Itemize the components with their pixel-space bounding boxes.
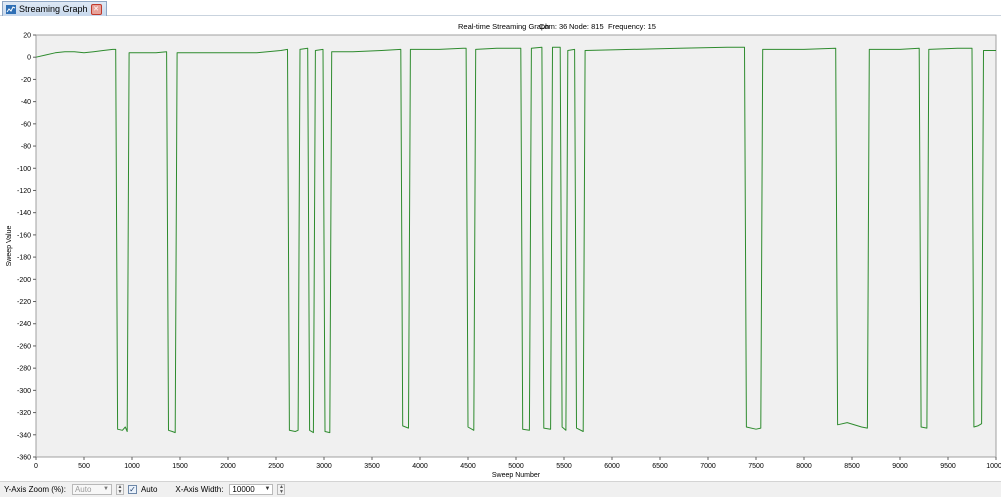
y-tick-label: -120 — [17, 188, 31, 195]
spin-down-icon: ▼ — [278, 488, 284, 495]
x-tick-label: 0 — [34, 463, 38, 470]
y-tick-label: -200 — [17, 277, 31, 284]
node-label: Node: 815 — [569, 22, 604, 31]
line-graph-icon — [6, 4, 16, 14]
y-tick-label: -220 — [17, 299, 31, 306]
y-tick-label: -160 — [17, 232, 31, 239]
y-tick-label: -100 — [17, 166, 31, 173]
series-layer — [35, 46, 996, 434]
x-tick-label: 10000 — [986, 463, 1001, 470]
x-axis-label: Sweep Number — [492, 472, 541, 479]
tab-title: Streaming Graph — [19, 4, 88, 14]
y-tick-label: -20 — [21, 77, 31, 84]
x-tick-label: 2000 — [220, 463, 236, 470]
x-axis-width-select[interactable]: 10000 ▼ — [229, 484, 274, 495]
x-tick-label: 5500 — [556, 463, 572, 470]
zoom-label: Y-Axis Zoom (%): — [4, 485, 66, 494]
y-tick-label: -180 — [17, 255, 31, 262]
frequency-label: Frequency: 15 — [608, 22, 656, 31]
y-tick-label: -80 — [21, 144, 31, 151]
chevron-down-icon: ▼ — [264, 486, 271, 492]
zoom-value: Auto — [74, 485, 92, 494]
com-label: Com: 36 — [539, 22, 567, 31]
auto-label: Auto — [140, 485, 158, 494]
x-axis: 0 500 1000 1500 2000 2500 3000 3500 4000 4500 5000… — [34, 457, 1001, 470]
x-tick-label: 7000 — [700, 463, 716, 470]
y-tick-label: -320 — [17, 410, 31, 417]
y-tick-label: -60 — [21, 121, 31, 128]
width-spinner[interactable]: ▲ ▼ — [277, 483, 286, 495]
x-tick-label: 4500 — [460, 463, 476, 470]
plot-area — [35, 34, 997, 458]
chart-title: Real-time Streaming Graph — [458, 22, 549, 31]
x-tick-label: 8000 — [796, 463, 812, 470]
spin-up-icon: ▲ — [117, 483, 123, 490]
x-tick-label: 2500 — [268, 463, 284, 470]
tab-streaming-graph[interactable]: Streaming Graph ✕ — [2, 1, 107, 16]
graph-panel: Real-time Streaming Graph Com: 36 Node: … — [0, 16, 1001, 481]
y-tick-label: -360 — [17, 455, 31, 462]
y-tick-label: -240 — [17, 321, 31, 328]
y-tick-label: -300 — [17, 388, 31, 395]
x-tick-label: 500 — [78, 463, 90, 470]
x-axis-width-label: X-Axis Width: — [175, 485, 224, 494]
x-tick-label: 8500 — [844, 463, 860, 470]
y-tick-label: -260 — [17, 343, 31, 350]
x-tick-label: 1500 — [172, 463, 188, 470]
y-axis: 20 0 -20 -40 -60 -80 -100 -120 -140 -160 -180 -200 -… — [17, 33, 36, 462]
x-tick-label: 7500 — [748, 463, 764, 470]
close-icon[interactable]: ✕ — [90, 3, 102, 15]
chevron-down-icon: ▼ — [102, 486, 109, 492]
spin-down-icon: ▼ — [117, 488, 123, 495]
streaming-chart: Real-time Streaming Graph Com: 36 Node: … — [6, 22, 1001, 479]
zoom-spinner[interactable]: ▲ ▼ — [115, 483, 124, 495]
y-tick-label: 20 — [23, 33, 31, 40]
x-tick-label: 6000 — [604, 463, 620, 470]
x-tick-label: 4000 — [412, 463, 428, 470]
x-tick-label: 3000 — [316, 463, 332, 470]
x-tick-label: 1000 — [124, 463, 140, 470]
y-tick-label: 0 — [27, 55, 31, 62]
y-tick-label: -40 — [21, 99, 31, 106]
series-line — [35, 46, 996, 434]
status-bar: Y-Axis Zoom (%): Auto ▼ ▲ ▼ ✓ Auto X-Axi… — [0, 481, 1001, 497]
width-value: 10000 — [232, 485, 255, 494]
x-tick-label: 3500 — [364, 463, 380, 470]
x-tick-label: 6500 — [652, 463, 668, 470]
x-tick-label: 9500 — [940, 463, 956, 470]
y-axis-label: Sweep Value — [6, 226, 13, 267]
x-tick-label: 9000 — [892, 463, 908, 470]
x-tick-label: 5000 — [508, 463, 524, 470]
y-axis-zoom-select[interactable]: Auto ▼ — [71, 484, 112, 495]
y-tick-label: -140 — [17, 210, 31, 217]
auto-checkbox[interactable]: ✓ — [127, 485, 137, 494]
y-tick-label: -280 — [17, 366, 31, 373]
y-tick-label: -340 — [17, 432, 31, 439]
tab-strip: Streaming Graph ✕ — [0, 0, 1001, 16]
spin-up-icon: ▲ — [278, 483, 284, 490]
